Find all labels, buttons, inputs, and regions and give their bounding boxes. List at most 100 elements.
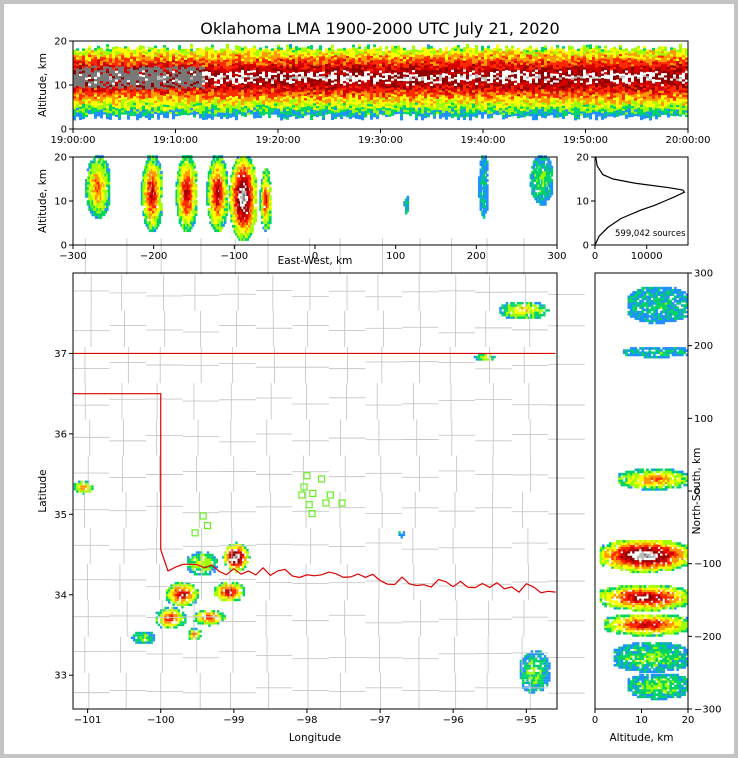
density-cell (526, 100, 529, 103)
density-cell (403, 85, 406, 88)
density-cell (313, 111, 316, 115)
density-cell (541, 104, 544, 107)
density-cell (100, 107, 103, 110)
density-cell (403, 82, 406, 86)
density-cell (106, 112, 109, 115)
density-cell (238, 65, 241, 69)
density-cell (484, 111, 487, 115)
density-cell (532, 104, 535, 108)
density-cell (190, 52, 193, 56)
density-cell (238, 100, 241, 104)
density-cell (139, 84, 142, 88)
density-cell (160, 81, 163, 85)
density-cell (502, 59, 505, 63)
density-cell (361, 108, 364, 112)
density-cell (181, 61, 184, 65)
density-cell (244, 92, 247, 95)
density-cell (307, 66, 310, 69)
density-cell (451, 51, 454, 55)
density-cell (334, 92, 337, 95)
density-cell (271, 109, 274, 113)
density-cell (367, 53, 370, 56)
density-cell (199, 52, 202, 55)
density-cell (346, 66, 349, 70)
density-cell (88, 56, 91, 60)
density-cell (391, 98, 394, 101)
density-cell (487, 96, 490, 99)
density-cell (442, 90, 445, 94)
density-cell (244, 114, 247, 117)
density-cell (175, 89, 178, 93)
density-cell (400, 102, 403, 106)
density-cell (385, 57, 388, 60)
density-cell (187, 77, 190, 81)
density-cell (424, 56, 427, 59)
density-cell (487, 78, 490, 82)
density-cell (337, 90, 340, 93)
density-cell (418, 69, 421, 73)
density-cell (343, 91, 346, 95)
density-cell (136, 97, 139, 101)
density-cell (250, 87, 253, 91)
density-cell (127, 99, 130, 103)
density-cell (349, 79, 352, 82)
density-cell (388, 68, 391, 71)
density-cell (439, 98, 442, 102)
density-cell (214, 67, 217, 71)
density-cell (400, 69, 403, 73)
density-cell (349, 92, 352, 95)
density-cell (544, 111, 547, 114)
density-cell (472, 109, 475, 113)
density-cell (340, 105, 343, 109)
density-cell (88, 45, 91, 49)
density-cell (523, 97, 526, 100)
density-cell (397, 65, 400, 68)
density-cell (244, 66, 247, 69)
density-cell (73, 98, 76, 101)
density-cell (454, 90, 457, 93)
density-cell (388, 114, 391, 117)
density-cell (358, 97, 361, 100)
density-cell (280, 82, 283, 86)
density-cell (397, 78, 400, 81)
density-cell (370, 60, 373, 63)
density-cell (397, 111, 400, 114)
density-cell (148, 117, 151, 121)
density-cell (508, 96, 511, 100)
density-cell (493, 101, 496, 104)
density-cell (151, 111, 154, 114)
density-cell (382, 108, 385, 111)
density-cell (382, 101, 385, 105)
density-cell (433, 63, 436, 66)
density-cell (202, 80, 205, 83)
density-cell (472, 48, 475, 51)
density-cell (121, 103, 124, 106)
density-cell (196, 47, 199, 51)
density-cell (214, 100, 217, 104)
density-cell (502, 83, 505, 87)
density-cell (277, 108, 280, 111)
density-cell (100, 47, 103, 51)
density-cell (412, 63, 415, 66)
density-cell (493, 92, 496, 95)
density-cell (400, 73, 403, 77)
density-cell (169, 102, 172, 106)
density-cell (511, 78, 514, 82)
density-cell (325, 98, 328, 102)
density-cell (205, 99, 208, 103)
density-cell (382, 55, 385, 59)
density-cell (109, 99, 112, 103)
density-cell (439, 63, 442, 66)
density-cell (415, 108, 418, 112)
density-cell (154, 76, 157, 79)
density-cell (76, 87, 79, 91)
density-cell (361, 64, 364, 68)
density-cell (376, 68, 379, 71)
density-cell (97, 61, 100, 64)
density-cell (313, 54, 316, 58)
density-cell (436, 98, 439, 101)
density-cell (235, 71, 238, 74)
density-cell (379, 74, 382, 78)
density-cell (244, 101, 247, 104)
density-cell (493, 68, 496, 71)
